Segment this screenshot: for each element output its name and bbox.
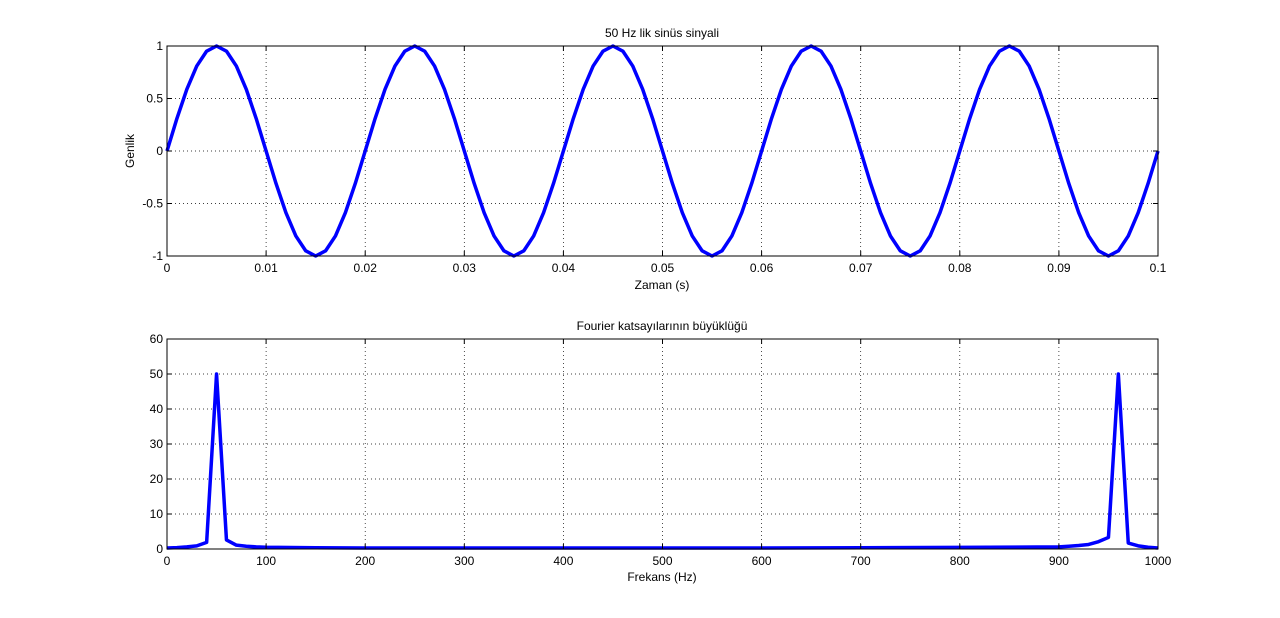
y-tick-label: -1 — [152, 249, 163, 263]
x-tick-label: 0.06 — [750, 261, 774, 275]
y-tick-label: 0 — [156, 144, 163, 158]
chart-title-sine: 50 Hz lik sinüs sinyali — [605, 26, 719, 40]
x-tick-label: 100 — [256, 554, 276, 568]
x-tick-label: 0.07 — [849, 261, 873, 275]
y-tick-label: 50 — [150, 367, 164, 381]
x-tick-label: 0.09 — [1047, 261, 1071, 275]
y-tick-label: 60 — [150, 332, 164, 346]
fourier-series-line — [166, 372, 1159, 550]
x-tick-label: 0.04 — [552, 261, 576, 275]
subplot-sine-signal: 0 0.01 0.02 0.03 0.04 0.05 0.06 0.07 0.08 0.09 0.1… — [123, 26, 1167, 292]
x-tick-label: 700 — [851, 554, 871, 568]
ticks-sine: 0 0.01 0.02 0.03 0.04 0.05 0.06 0.07 0.08 0.09 0.1… — [142, 39, 1166, 275]
y-tick-label: 40 — [150, 402, 164, 416]
y-tick-label: -0.5 — [142, 197, 163, 211]
x-tick-label: 1000 — [1145, 554, 1172, 568]
x-tick-label: 0.05 — [651, 261, 675, 275]
grid-fourier — [167, 339, 1158, 549]
y-tick-label: 0.5 — [146, 92, 163, 106]
x-axis-label-fourier: Frekans (Hz) — [627, 570, 696, 584]
y-tick-label: 30 — [150, 437, 164, 451]
x-tick-label: 0 — [164, 261, 171, 275]
y-axis-label-sine: Genlik — [123, 133, 137, 168]
x-tick-label: 900 — [1049, 554, 1069, 568]
subplot-fourier-magnitude: 0 100 200 300 400 500 600 700 800 900 1000 0 10 20 30 4… — [150, 319, 1172, 584]
x-tick-label: 800 — [950, 554, 970, 568]
y-tick-label: 0 — [156, 542, 163, 556]
x-tick-label: 0.01 — [254, 261, 278, 275]
chart-title-fourier: Fourier katsayılarının büyüklüğü — [577, 319, 748, 333]
x-tick-label: 200 — [355, 554, 375, 568]
y-tick-label: 10 — [150, 507, 164, 521]
x-tick-label: 500 — [652, 554, 672, 568]
y-tick-label: 20 — [150, 472, 164, 486]
x-tick-label: 0.1 — [1150, 261, 1167, 275]
x-tick-label: 400 — [553, 554, 573, 568]
x-tick-label: 300 — [454, 554, 474, 568]
x-tick-label: 0.03 — [453, 261, 477, 275]
sine-series-line — [165, 44, 1160, 258]
x-tick-label: 0.08 — [948, 261, 972, 275]
x-axis-label-sine: Zaman (s) — [635, 278, 690, 292]
x-tick-label: 0.02 — [354, 261, 378, 275]
y-tick-label: 1 — [156, 39, 163, 53]
x-tick-label: 600 — [752, 554, 772, 568]
x-tick-label: 0 — [164, 554, 171, 568]
ticks-fourier: 0 100 200 300 400 500 600 700 800 900 1000 0 10 20 30 4… — [150, 332, 1172, 568]
